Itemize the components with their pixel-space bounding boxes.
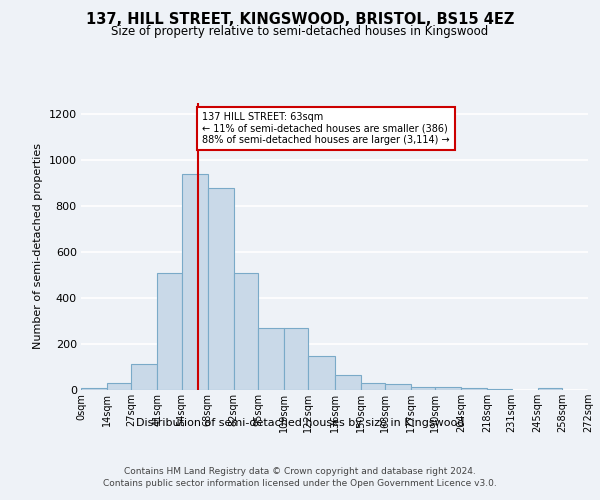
Bar <box>385 384 411 390</box>
Bar <box>588 389 600 390</box>
Bar <box>487 389 512 390</box>
Y-axis label: Number of semi-detached properties: Number of semi-detached properties <box>33 143 43 350</box>
Bar <box>107 383 131 390</box>
Bar <box>208 188 234 390</box>
Text: 137, HILL STREET, KINGSWOOD, BRISTOL, BS15 4EZ: 137, HILL STREET, KINGSWOOD, BRISTOL, BS… <box>86 12 514 28</box>
Bar <box>284 328 308 390</box>
Bar <box>131 364 157 390</box>
Text: Contains HM Land Registry data © Crown copyright and database right 2024.: Contains HM Land Registry data © Crown c… <box>124 468 476 476</box>
Text: Contains public sector information licensed under the Open Government Licence v3: Contains public sector information licen… <box>103 479 497 488</box>
Text: Distribution of semi-detached houses by size in Kingswood: Distribution of semi-detached houses by … <box>136 418 464 428</box>
Bar <box>182 174 208 390</box>
Text: Size of property relative to semi-detached houses in Kingswood: Size of property relative to semi-detach… <box>112 25 488 38</box>
Bar <box>157 272 182 390</box>
Bar <box>81 388 107 390</box>
Bar <box>411 386 435 390</box>
Bar <box>335 375 361 390</box>
Bar <box>435 386 461 390</box>
Text: 137 HILL STREET: 63sqm
← 11% of semi-detached houses are smaller (386)
88% of se: 137 HILL STREET: 63sqm ← 11% of semi-det… <box>202 112 450 145</box>
Bar <box>234 272 258 390</box>
Bar <box>308 356 335 390</box>
Bar <box>361 383 385 390</box>
Bar <box>538 388 562 390</box>
Bar <box>461 388 487 390</box>
Bar <box>258 328 284 390</box>
